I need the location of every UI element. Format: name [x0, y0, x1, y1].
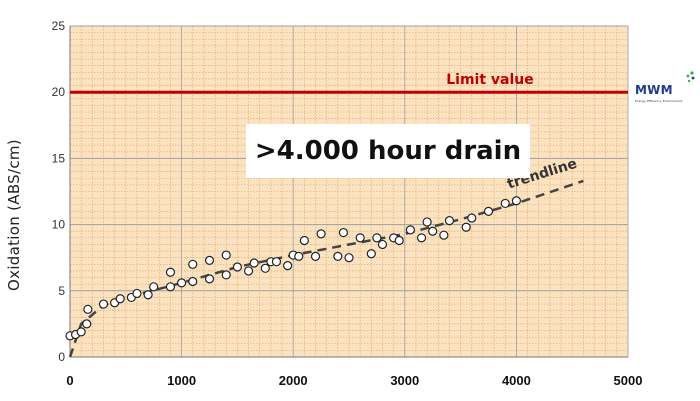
data-point	[416, 233, 427, 243]
data-point	[394, 235, 404, 246]
data-point	[444, 216, 455, 226]
data-point	[165, 267, 176, 277]
logo-dots-icon	[686, 71, 695, 83]
data-point	[372, 233, 382, 243]
data-point	[132, 288, 142, 299]
data-point	[165, 282, 176, 292]
data-point	[338, 227, 349, 238]
y-axis-label: Oxidation (ABS/cm)	[5, 139, 23, 291]
data-point	[221, 270, 231, 280]
logo-tagline: Energy. Efficiency. Environment.	[635, 99, 684, 103]
data-point	[260, 263, 270, 273]
data-point	[177, 278, 187, 288]
data-point	[115, 294, 125, 304]
data-point	[461, 222, 471, 232]
data-point	[143, 290, 153, 300]
data-point	[439, 230, 449, 240]
data-point	[294, 251, 304, 261]
data-point	[243, 266, 254, 276]
data-point	[500, 198, 510, 209]
data-point	[428, 226, 438, 236]
data-point	[310, 251, 321, 261]
data-point	[316, 229, 326, 239]
data-point	[299, 235, 309, 246]
data-point	[511, 196, 522, 206]
data-point	[333, 251, 343, 261]
y-tick-label: 20	[52, 85, 66, 99]
data-point	[232, 262, 242, 272]
data-point	[149, 282, 159, 292]
data-point	[344, 253, 354, 263]
data-point	[467, 213, 477, 223]
data-point	[249, 258, 259, 268]
data-point	[204, 255, 215, 265]
data-point	[204, 274, 215, 284]
y-tick-label: 15	[52, 151, 66, 165]
data-point	[405, 225, 415, 235]
data-point	[76, 327, 86, 337]
data-point	[188, 259, 198, 269]
y-tick-label: 25	[52, 19, 66, 33]
data-point	[366, 249, 376, 259]
x-tick-label: 0	[66, 373, 73, 388]
limit-label: Limit value	[446, 72, 534, 88]
x-tick-label: 4000	[502, 373, 531, 388]
data-point	[83, 304, 93, 314]
data-point	[188, 276, 198, 287]
data-point	[283, 261, 293, 271]
data-point	[221, 250, 231, 260]
data-point	[98, 299, 109, 309]
y-tick-label: 0	[58, 350, 65, 364]
logo-wordmark: MWM	[635, 83, 673, 97]
data-point	[355, 233, 365, 243]
data-point	[82, 319, 92, 329]
x-tick-label: 3000	[390, 373, 419, 388]
data-point	[422, 217, 432, 227]
x-tick-label: 2000	[279, 373, 308, 388]
mwm-logo: MWM Energy. Efficiency. Environment.	[634, 70, 696, 108]
y-tick-label: 10	[52, 218, 66, 232]
data-point	[271, 257, 282, 267]
x-tick-label: 1000	[167, 373, 196, 388]
data-point	[377, 239, 388, 250]
data-point	[483, 206, 494, 216]
x-tick-label: 5000	[614, 373, 643, 388]
y-tick-label: 5	[58, 284, 65, 298]
chart-title: >4.000 hour drain	[246, 124, 530, 178]
